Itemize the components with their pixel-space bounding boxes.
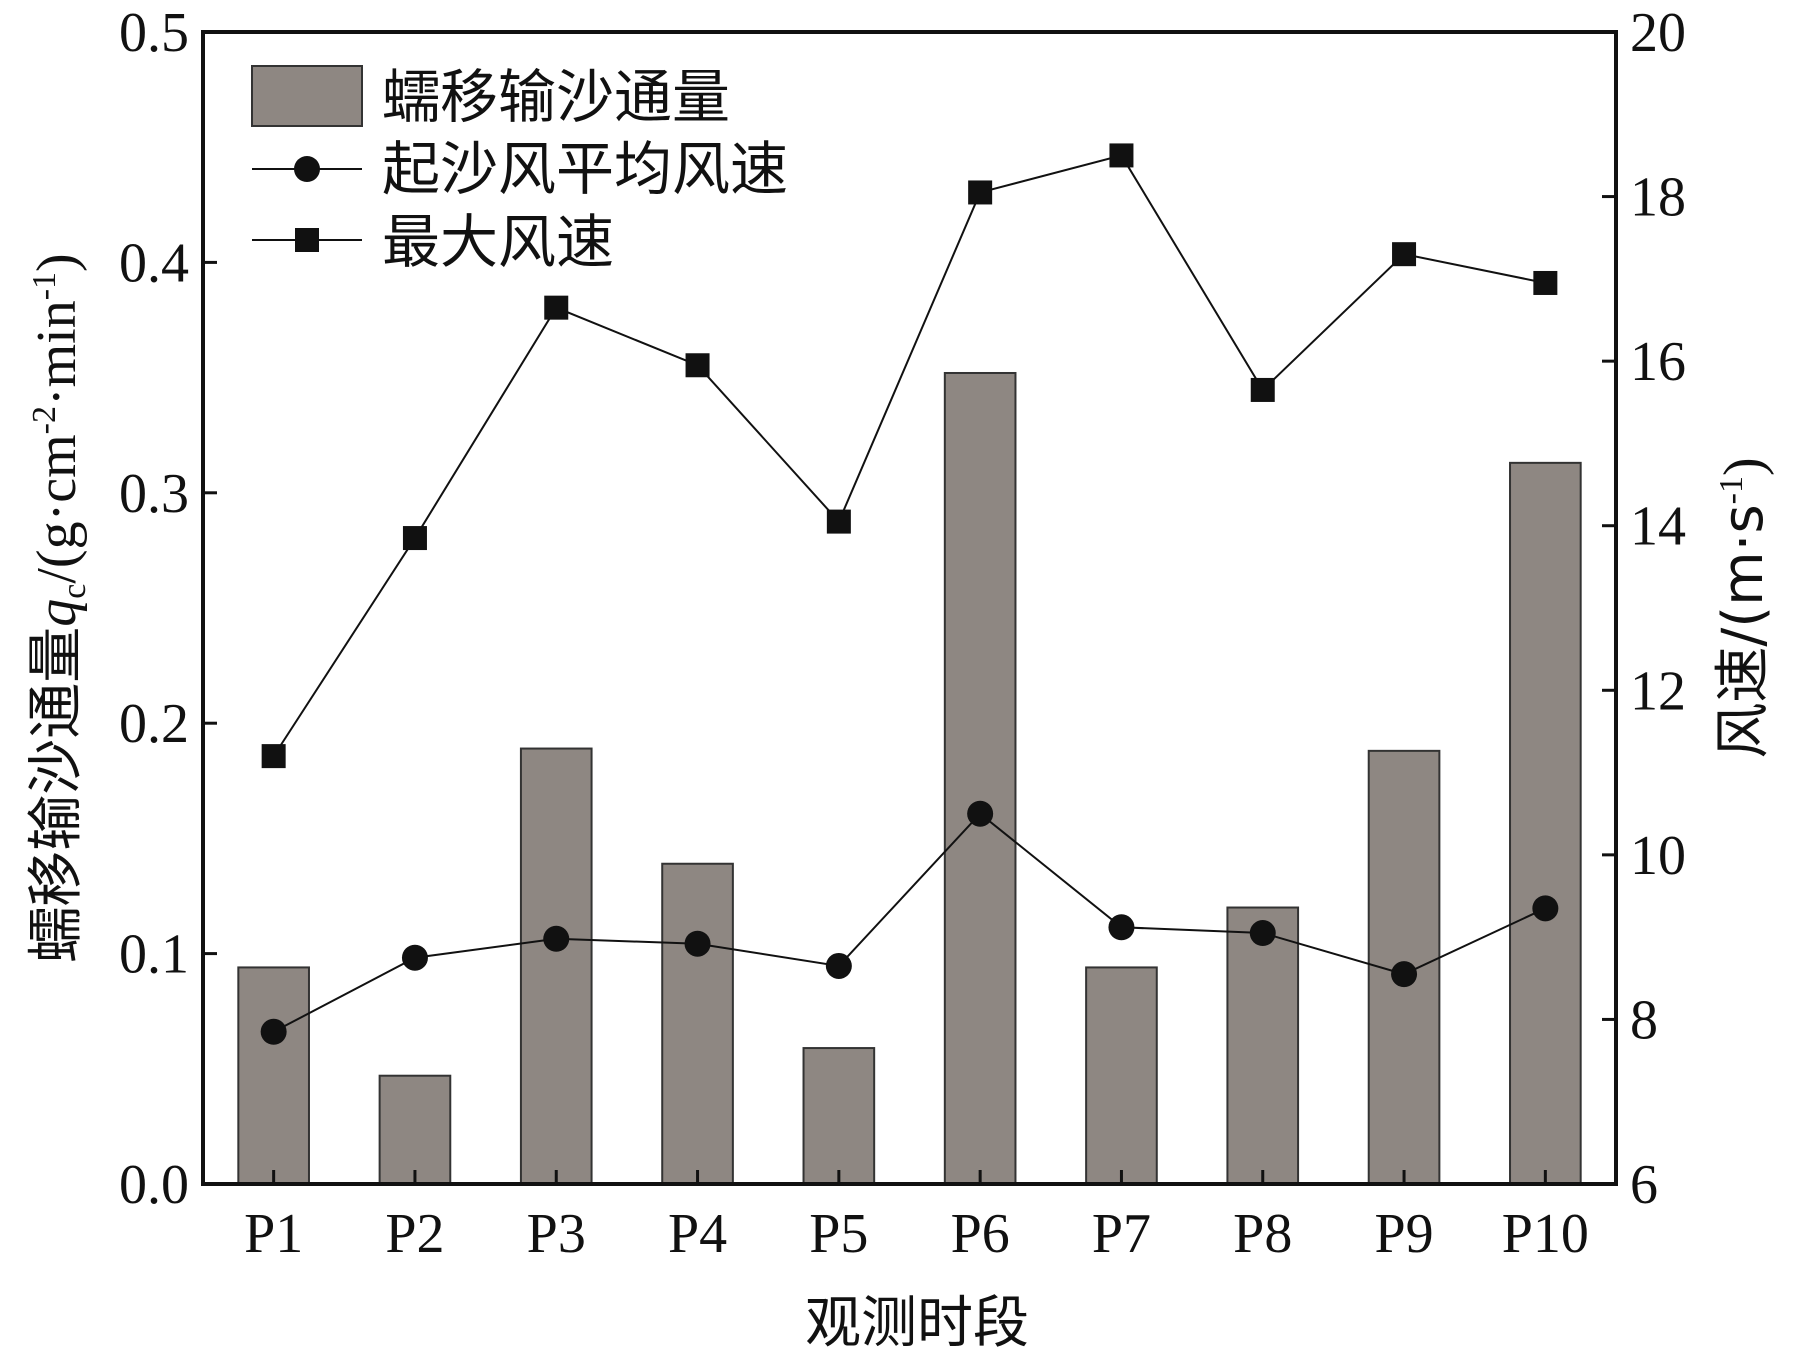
point-max-wind-P3 — [544, 295, 569, 320]
right-tick-label: 6 — [1630, 1154, 1658, 1216]
bar-P10 — [1509, 461, 1582, 1185]
left-tick-label: 0.1 — [119, 924, 189, 986]
left-tick-label: 0.3 — [119, 463, 189, 525]
right-axis: 6 8 10 12 14 16 18 20 — [1602, 2, 1686, 1216]
line-series — [260, 143, 1559, 1045]
legend-label-bar: 蠕移输沙通量 — [382, 63, 730, 131]
left-axis-title-var: q — [26, 599, 88, 627]
right-tick-label: 18 — [1630, 167, 1686, 229]
legend: 蠕移输沙通量 起沙风平均风速 最大风速 — [251, 63, 788, 276]
right-axis-title-exp: -1 — [1713, 476, 1750, 504]
x-axis-title: 观测时段 — [805, 1291, 1029, 1356]
point-mean-wind-P9 — [1391, 961, 1418, 988]
legend-marker-circle — [294, 156, 320, 182]
point-max-wind-P9 — [1392, 242, 1417, 267]
point-max-wind-P8 — [1250, 377, 1275, 402]
right-tick-label: 16 — [1630, 331, 1686, 393]
bar-P5 — [802, 1047, 876, 1185]
left-axis-title-exp1: -2 — [26, 406, 63, 434]
x-tick-label: P6 — [951, 1203, 1010, 1265]
bar-P1 — [237, 966, 310, 1186]
point-max-wind-P7 — [1109, 143, 1134, 168]
bar-P3 — [519, 747, 593, 1185]
bar-series — [237, 371, 1582, 1186]
point-mean-wind-P7 — [1108, 914, 1135, 941]
bar-P8 — [1226, 906, 1300, 1186]
right-tick-label: 8 — [1630, 989, 1658, 1051]
point-mean-wind-P2 — [401, 944, 428, 971]
x-tick-label: P3 — [527, 1203, 586, 1265]
left-axis-title-exp2: -1 — [26, 272, 63, 300]
right-tick-label: 12 — [1630, 660, 1686, 722]
x-tick-label: P9 — [1374, 1203, 1433, 1265]
x-tick-label: P2 — [385, 1203, 444, 1265]
right-tick-label: 14 — [1630, 496, 1686, 558]
right-axis-title-prefix: 风速/(m·s — [1711, 504, 1776, 758]
left-axis-title-mid: ·min — [26, 300, 88, 406]
bar-P4 — [661, 862, 734, 1186]
legend-label-mean: 起沙风平均风速 — [382, 135, 788, 203]
line-mean-wind — [273, 812, 1546, 1033]
right-tick-label: 10 — [1630, 825, 1686, 887]
x-axis: P1 P2 P3 P4 P5 P6 P7 P8 P9 P10 — [244, 1170, 1589, 1265]
x-tick-label: P5 — [809, 1203, 868, 1265]
point-max-wind-P6 — [968, 180, 993, 205]
point-max-wind-P4 — [685, 353, 710, 378]
point-max-wind-P5 — [826, 509, 851, 534]
bar-P2 — [378, 1074, 452, 1186]
point-mean-wind-P1 — [260, 1018, 287, 1045]
left-axis-title-sub: c — [56, 584, 93, 599]
point-max-wind-P10 — [1533, 270, 1558, 295]
left-axis-title: 蠕移输沙通量qc/(g·cm-2·min-1) — [24, 253, 93, 962]
left-axis-title-end: ) — [26, 253, 88, 272]
left-tick-label: 0.0 — [119, 1154, 189, 1216]
left-axis-title-unit: /(g·cm — [26, 434, 88, 583]
point-mean-wind-P8 — [1249, 920, 1276, 947]
right-tick-label: 20 — [1630, 2, 1686, 64]
point-max-wind-P2 — [402, 526, 427, 551]
point-max-wind-P1 — [261, 744, 286, 769]
bar-P7 — [1085, 966, 1158, 1186]
legend-label-max: 最大风速 — [382, 208, 614, 276]
point-mean-wind-P4 — [684, 930, 711, 957]
x-tick-label: P7 — [1092, 1203, 1151, 1265]
point-mean-wind-P6 — [967, 800, 994, 827]
left-axis-title-prefix: 蠕移输沙通量 — [24, 627, 89, 963]
left-tick-label: 0.4 — [119, 232, 189, 294]
legend-swatch-bar — [251, 65, 363, 127]
left-axis: 0.0 0.1 0.2 0.3 0.4 0.5 — [119, 2, 217, 1216]
point-mean-wind-P10 — [1532, 895, 1559, 922]
right-axis-title: 风速/(m·s-1) — [1711, 457, 1776, 758]
left-tick-label: 0.2 — [119, 693, 189, 755]
legend-marker-square — [295, 228, 319, 252]
bar-P6 — [943, 371, 1017, 1185]
line-max-wind — [272, 154, 1546, 757]
point-mean-wind-P3 — [543, 925, 570, 952]
right-axis-title-end: ) — [1713, 457, 1775, 476]
point-mean-wind-P5 — [825, 952, 852, 979]
x-tick-label: P1 — [244, 1203, 303, 1265]
left-tick-label: 0.5 — [119, 2, 189, 64]
x-tick-label: P4 — [668, 1203, 727, 1265]
plot-frame — [201, 30, 1618, 1186]
x-tick-label: P10 — [1502, 1203, 1589, 1265]
x-tick-label: P8 — [1233, 1203, 1292, 1265]
